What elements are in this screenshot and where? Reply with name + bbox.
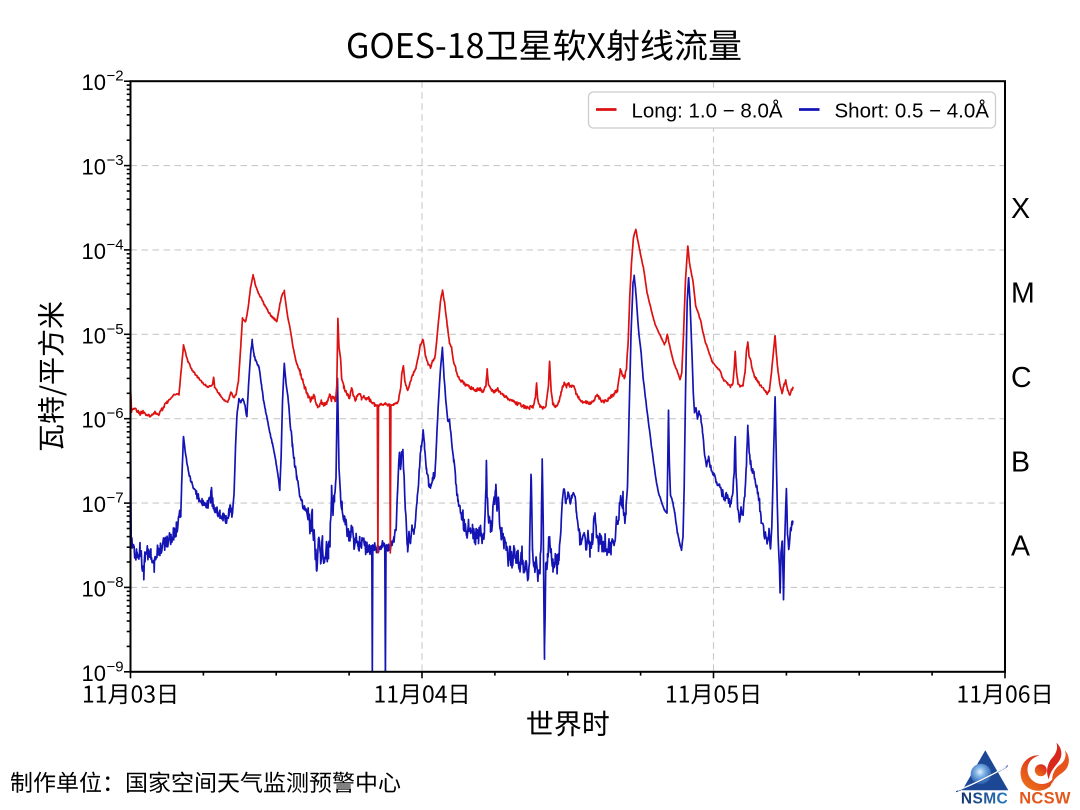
svg-text:Long: 1.0 − 8.0Å: Long: 1.0 − 8.0Å	[632, 100, 783, 123]
svg-text:10: 10	[82, 492, 106, 517]
svg-text:10: 10	[82, 155, 106, 180]
svg-text:10: 10	[82, 661, 106, 686]
svg-text:M: M	[1011, 278, 1035, 310]
svg-text:10: 10	[82, 239, 106, 264]
svg-text:−2: −2	[107, 68, 124, 85]
svg-text:C: C	[1011, 362, 1032, 394]
svg-text:−7: −7	[107, 490, 124, 507]
svg-text:−8: −8	[107, 574, 124, 591]
svg-text:−6: −6	[107, 405, 124, 422]
svg-text:−3: −3	[107, 152, 124, 169]
svg-text:10: 10	[82, 70, 106, 95]
svg-text:Short: 0.5 − 4.0Å: Short: 0.5 − 4.0Å	[835, 100, 990, 123]
svg-text:A: A	[1011, 531, 1030, 563]
svg-text:−4: −4	[107, 236, 124, 253]
svg-text:10: 10	[82, 408, 106, 433]
svg-text:−5: −5	[107, 321, 124, 338]
svg-text:NCSW: NCSW	[1019, 790, 1071, 808]
svg-text:X: X	[1011, 193, 1030, 225]
svg-text:−9: −9	[107, 658, 124, 675]
svg-text:NSMC: NSMC	[961, 791, 1008, 808]
svg-text:B: B	[1011, 446, 1030, 478]
svg-text:10: 10	[82, 323, 106, 348]
svg-text:10: 10	[82, 576, 106, 601]
